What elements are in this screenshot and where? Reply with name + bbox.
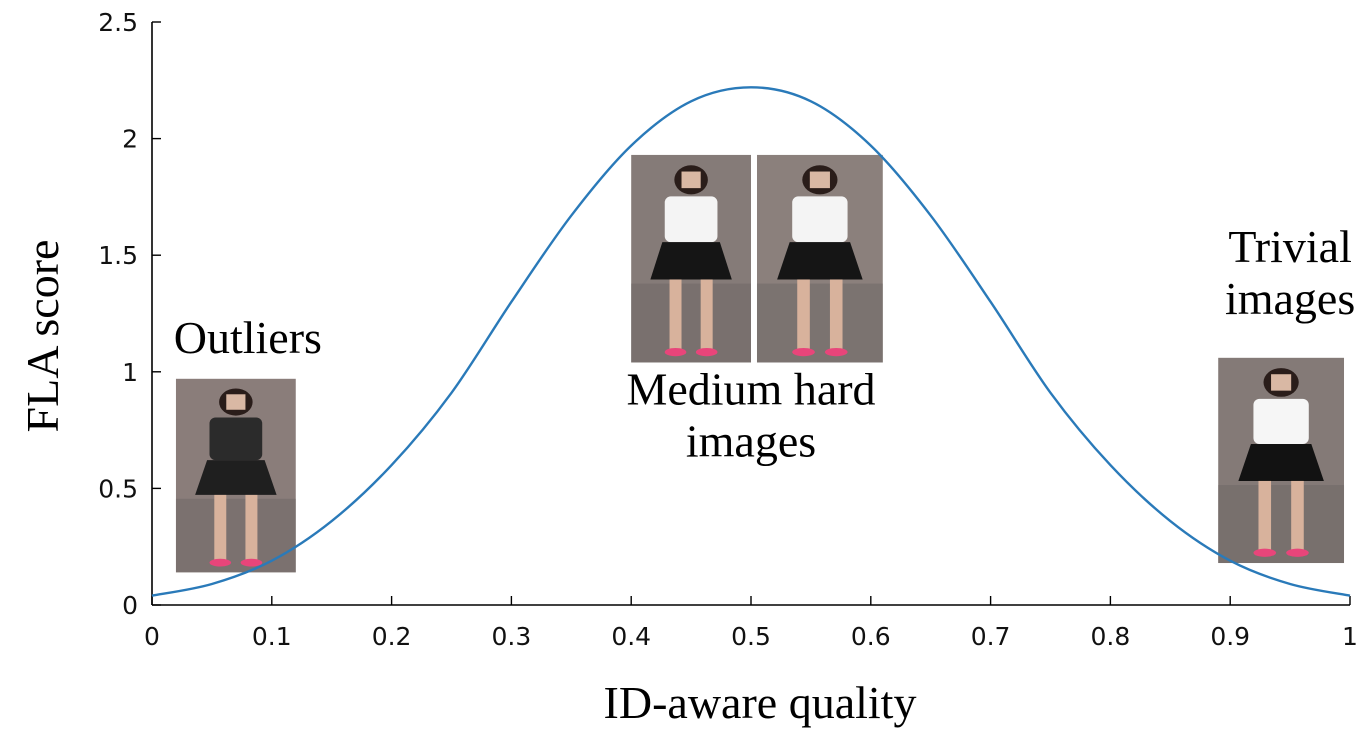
person-left-leg — [1258, 480, 1272, 551]
person-right-shoe — [240, 558, 263, 567]
person-face — [809, 171, 830, 189]
thumbnail-ground — [1218, 485, 1345, 564]
person-left-leg — [214, 494, 227, 561]
annotation-line: Trivial — [1228, 221, 1352, 272]
series-line — [151, 86, 1351, 597]
trivial-thumbnail — [1218, 357, 1345, 564]
thumbnail-ground — [631, 283, 751, 363]
person-right-leg — [1291, 480, 1304, 551]
person-face — [226, 394, 246, 410]
person-face — [1271, 374, 1292, 391]
person-right-shoe — [824, 347, 848, 357]
person-skirt — [1238, 443, 1324, 481]
x-tick-label: 0.9 — [1210, 622, 1250, 651]
person-skirt — [650, 242, 732, 280]
x-tick-label: 0.7 — [971, 622, 1011, 651]
x-tick-label: 1 — [1342, 622, 1358, 651]
annotation-label: Medium hard images — [626, 363, 875, 466]
person-left-leg — [669, 279, 682, 351]
person-left-shoe — [792, 347, 815, 357]
annotation-line: images — [686, 415, 816, 466]
annotation-line: Medium hard — [626, 363, 875, 414]
person-right-leg — [700, 279, 713, 351]
person-right-shoe — [695, 347, 718, 357]
annotation-line: Outliers — [174, 312, 322, 363]
person-skirt — [195, 460, 277, 495]
person-right-leg — [245, 494, 258, 561]
x-tick-label: 0.8 — [1091, 622, 1131, 651]
y-tick-label: 2.5 — [98, 8, 138, 37]
medium-hard-thumbnail-right — [756, 154, 883, 363]
y-axis-title: FLA score — [17, 240, 68, 433]
person-left-leg — [797, 279, 810, 351]
person-face — [681, 171, 701, 189]
person-shirt — [209, 417, 263, 461]
annotation-label: Trivial images — [1225, 221, 1355, 324]
x-tick-label: 0.1 — [252, 622, 292, 651]
y-tick-label: 0 — [122, 591, 138, 620]
x-tick-label: 0.5 — [731, 622, 771, 651]
x-axis-title: ID-aware quality — [604, 677, 917, 728]
series-layer — [151, 86, 1351, 597]
medium-hard-thumbnail-left — [631, 154, 751, 363]
axes: 0 0.1 0.2 0.3 0.4 0.5 0.6 0.7 0.8 0.9 1 0 0.5 1 1.5 2 2.… — [98, 8, 1358, 651]
person-skirt — [777, 242, 863, 280]
x-tick-label: 0.2 — [372, 622, 412, 651]
thumbnail-ground — [175, 498, 296, 573]
person-right-leg — [829, 279, 843, 351]
thumbnails-layer — [175, 154, 1345, 573]
x-tick-label: 0 — [144, 622, 160, 651]
person-shirt — [1253, 398, 1309, 444]
person-left-shoe — [664, 347, 687, 357]
person-left-shoe — [1253, 548, 1277, 557]
y-tick-label: 1 — [122, 358, 138, 387]
thumbnail-ground — [756, 283, 883, 363]
x-tick-label: 0.4 — [611, 622, 651, 651]
y-tick-label: 2 — [122, 125, 138, 154]
outlier-thumbnail — [175, 378, 296, 573]
person-right-shoe — [1286, 548, 1309, 557]
y-tick-label: 1.5 — [98, 241, 138, 270]
x-tick-label: 0.6 — [851, 622, 891, 651]
x-tick-label: 0.3 — [492, 622, 532, 651]
y-tick-label: 0.5 — [98, 474, 138, 503]
person-shirt — [664, 196, 718, 243]
person-shirt — [792, 196, 848, 243]
annotation-line: images — [1225, 273, 1355, 324]
annotation-label: Outliers — [174, 312, 322, 363]
person-left-shoe — [209, 558, 232, 567]
